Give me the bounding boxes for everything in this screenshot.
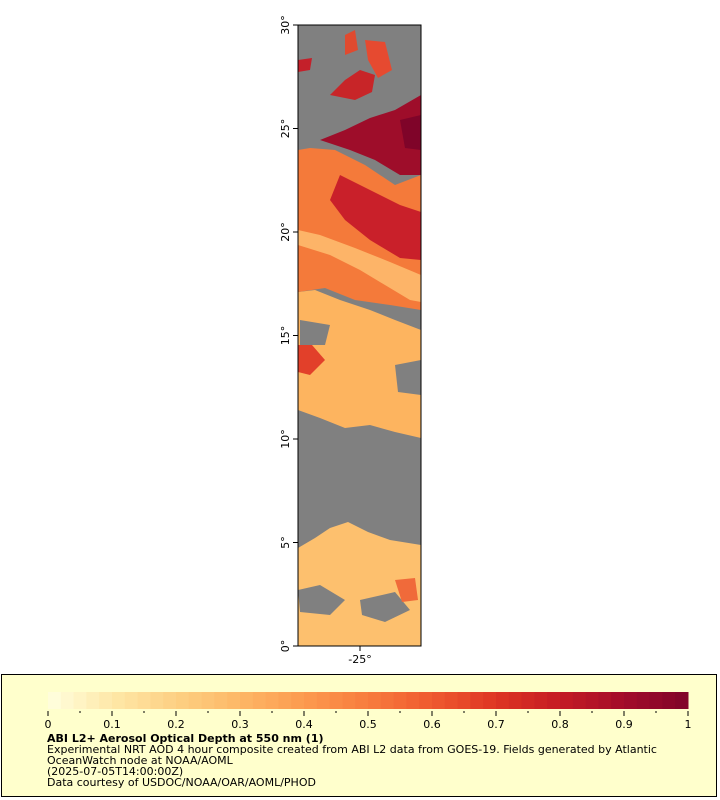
colorbar-swatch [560, 692, 574, 709]
map-area [298, 25, 421, 646]
lat-tick-label: 0° [279, 640, 292, 653]
colorbar-swatch [432, 692, 446, 709]
colorbar-swatch [214, 692, 228, 709]
colorbar-swatch [60, 692, 75, 709]
colorbar-swatch [585, 692, 599, 709]
aod-region-north [320, 95, 421, 175]
colorbar-label: 0.8 [551, 718, 569, 731]
aod-region-north-6 [400, 115, 421, 150]
colorbar-swatch [163, 692, 177, 709]
colorbar-label: 0.5 [359, 718, 377, 731]
lon-ticks: -25° [348, 646, 372, 666]
aod-region-south-speck [395, 578, 418, 602]
colorbar-swatch [86, 692, 100, 709]
colorbar-label: 0.4 [295, 718, 313, 731]
colorbar-swatch [444, 692, 459, 709]
colorbar-swatch [227, 692, 241, 709]
colorbar-swatch [355, 692, 369, 709]
colorbar-swatch [508, 692, 523, 709]
lat-tick-label: 15° [279, 326, 292, 346]
colorbar-swatch [547, 692, 561, 709]
aod-region-upper-dark [330, 175, 421, 260]
aod-region-red-patch [298, 345, 325, 375]
colorbar-swatch [240, 692, 254, 709]
colorbar-swatch [483, 692, 497, 709]
colorbar-swatch [598, 692, 612, 709]
colorbar-swatch [572, 692, 587, 709]
map-timestamp: (2025-07-05T14:00:00Z) [47, 765, 184, 778]
colorbar-swatch [329, 692, 343, 709]
aod-region-central-gap-2 [395, 360, 421, 395]
colorbar-swatch [368, 692, 382, 709]
colorbar-swatch [393, 692, 407, 709]
colorbar-swatch [521, 692, 535, 709]
lat-tick-label: 30° [279, 15, 292, 35]
colorbar-swatch [304, 692, 318, 709]
aod-region-south-gap [298, 585, 345, 615]
aod-region-central-gap [300, 320, 330, 345]
colorbar-swatch [265, 692, 279, 709]
map-figure: 0° 5° 10° 15° 20° 25° 30° -25° [279, 15, 422, 666]
colorbar-swatch [201, 692, 215, 709]
colorbar-swatch [342, 692, 356, 709]
colorbar-swatch [624, 692, 638, 709]
colorbar-swatch [316, 692, 331, 709]
colorbar-labels: 0 0.1 0.2 0.3 0.4 0.5 0.6 0.7 0.8 0.9 1 [45, 711, 692, 731]
colorbar-swatch [419, 692, 433, 709]
colorbar-swatch [278, 692, 292, 709]
colorbar-swatch [124, 692, 139, 709]
colorbar-swatch [675, 692, 689, 709]
lon-tick-label: -25° [348, 653, 371, 666]
colorbar-label: 0.3 [231, 718, 249, 731]
colorbar-swatch [496, 692, 510, 709]
data-credit: Data courtesy of USDOC/NOAA/OAR/AOML/PHO… [47, 776, 316, 789]
lat-tick-label: 25° [279, 119, 292, 139]
colorbar-swatch [534, 692, 548, 709]
colorbar-swatch [406, 692, 420, 709]
aod-region-south-gap-2 [360, 592, 410, 622]
aod-region-upper-bright [298, 230, 421, 302]
colorbar-swatch [73, 692, 87, 709]
colorbar-label: 0.7 [487, 718, 505, 731]
colorbar-swatch [252, 692, 267, 709]
lat-tick-label: 5° [279, 536, 292, 549]
colorbar-swatch [99, 692, 113, 709]
colorbar-label: 0.2 [167, 718, 185, 731]
aod-region-north-2 [330, 70, 375, 100]
colorbar-swatch [176, 692, 190, 709]
colorbar-swatch [470, 692, 484, 709]
lat-tick-label: 10° [279, 429, 292, 449]
colorbar-swatch [649, 692, 663, 709]
colorbar-swatch [48, 692, 62, 709]
lat-tick-label: 20° [279, 222, 292, 242]
aod-region-north-4 [365, 40, 392, 78]
aod-region-north-3 [345, 30, 358, 55]
colorbar-label: 0.1 [103, 718, 121, 731]
colorbar-swatch [188, 692, 203, 709]
colorbar-swatch [150, 692, 164, 709]
colorbar-swatch [380, 692, 395, 709]
colorbar-label: 1 [685, 718, 692, 731]
map-description: Experimental NRT AOD 4 hour composite cr… [47, 743, 661, 767]
colorbar-swatches [48, 692, 689, 709]
colorbar-label: 0.9 [615, 718, 633, 731]
colorbar-swatch [636, 692, 651, 709]
colorbar-label: 0 [45, 718, 52, 731]
colorbar-swatch [291, 692, 305, 709]
colorbar-swatch [137, 692, 151, 709]
aod-region-north-5 [298, 58, 312, 72]
map-title: ABI L2+ Aerosol Optical Depth at 550 nm … [47, 732, 324, 745]
colorbar-swatch [662, 692, 676, 709]
colorbar-label: 0.6 [423, 718, 441, 731]
colorbar-swatch [112, 692, 126, 709]
colorbar-swatch [457, 692, 471, 709]
colorbar-swatch [611, 692, 625, 709]
lat-ticks: 0° 5° 10° 15° 20° 25° 30° [279, 15, 298, 652]
